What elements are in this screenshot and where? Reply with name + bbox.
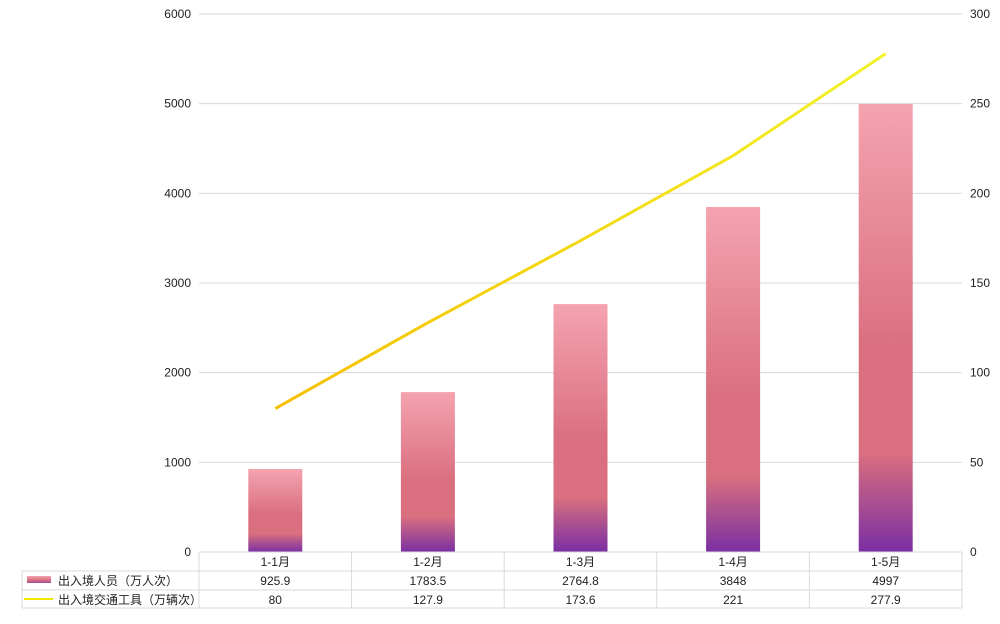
legend-label: 出入境人员（万人次）: [58, 573, 178, 588]
right-axis-tick-label: 0: [970, 545, 977, 559]
table-cell: 3848: [720, 574, 747, 588]
table-cell: 277.9: [871, 593, 901, 607]
right-axis-tick-label: 250: [970, 97, 990, 111]
legend-bar-swatch: [27, 576, 51, 583]
category-label: 1-4月: [718, 555, 747, 569]
bar: [248, 468, 303, 552]
bar-series: [248, 103, 913, 553]
table-cell: 4997: [872, 574, 899, 588]
bar: [706, 206, 761, 553]
bar: [858, 103, 913, 552]
table-cell: 1783.5: [410, 574, 447, 588]
right-axis-tick-label: 150: [970, 276, 990, 290]
right-axis-ticks: 0 50 100 150 200 250 300: [970, 7, 990, 559]
table-cell: 173.6: [565, 593, 595, 607]
category-label: 1-1月: [261, 555, 290, 569]
right-axis-tick-label: 100: [970, 366, 990, 380]
left-axis-tick-label: 1000: [164, 455, 191, 469]
line-path: [274, 52, 887, 410]
right-axis-tick-label: 50: [970, 455, 984, 469]
bar: [400, 392, 455, 552]
table-cell: 127.9: [413, 593, 443, 607]
table-cell: 80: [269, 593, 283, 607]
legend-label: 出入境交通工具（万辆次）: [58, 592, 202, 607]
left-axis-tick-label: 3000: [164, 276, 191, 290]
left-axis-tick-label: 5000: [164, 97, 191, 111]
left-axis-tick-label: 4000: [164, 186, 191, 200]
left-axis-tick-label: 6000: [164, 7, 191, 21]
category-label: 1-3月: [566, 555, 595, 569]
table-cell: 925.9: [260, 574, 290, 588]
left-axis-tick-label: 0: [184, 545, 191, 559]
left-axis-ticks: 0 1000 2000 3000 4000 5000 6000: [164, 7, 191, 559]
category-label: 1-5月: [871, 555, 900, 569]
line-series: [274, 52, 887, 410]
bar: [553, 304, 608, 552]
right-axis-tick-label: 300: [970, 7, 990, 21]
table-cell: 221: [723, 593, 743, 607]
right-axis-tick-label: 200: [970, 186, 990, 200]
table-cell: 2764.8: [562, 574, 599, 588]
category-label: 1-2月: [413, 555, 442, 569]
left-axis-tick-label: 2000: [164, 366, 191, 380]
